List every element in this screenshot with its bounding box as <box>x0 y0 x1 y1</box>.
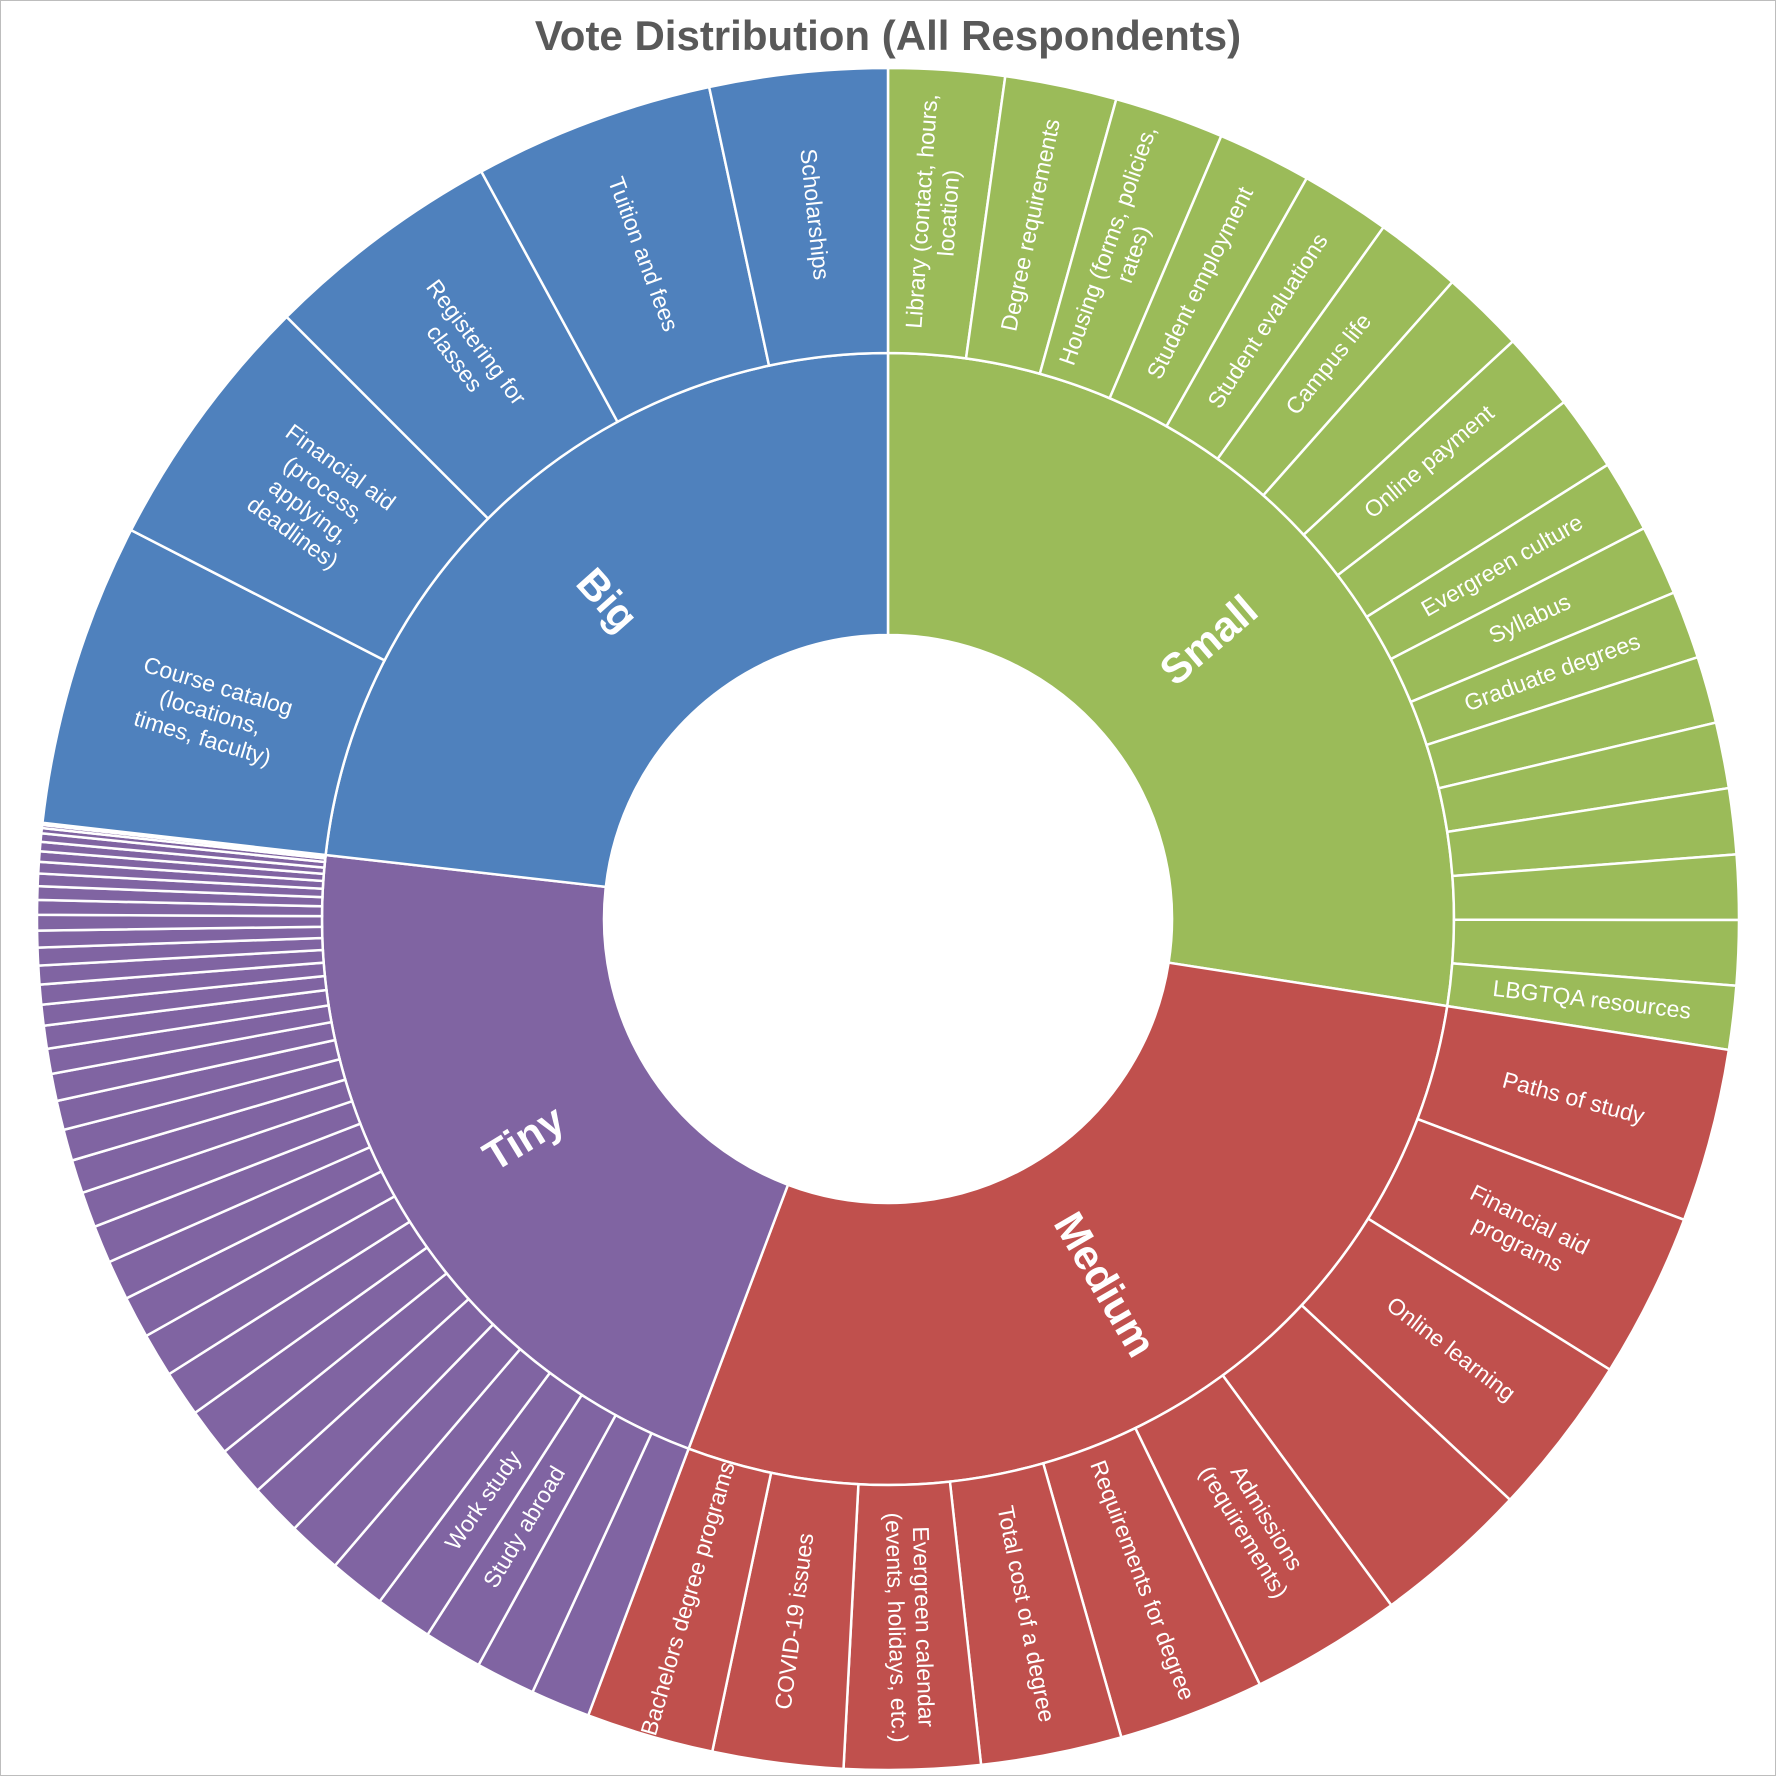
outer-label-evergreen-calendar-events-holidays-etc: Evergreen calendar(events, holidays, etc… <box>880 1511 940 1743</box>
outer-segment-big-4[interactable] <box>707 66 890 368</box>
chart-title: Vote Distribution (All Respondents) <box>534 12 1242 59</box>
